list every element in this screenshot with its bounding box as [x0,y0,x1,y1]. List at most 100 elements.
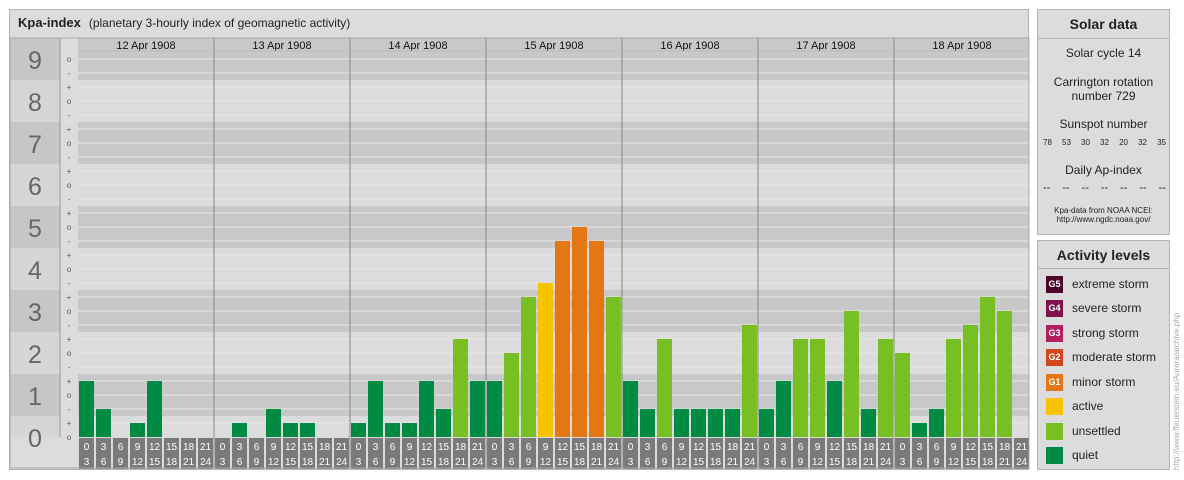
kp-bar [691,408,706,437]
x-tick-start: 9 [135,442,141,453]
x-tick-end: 12 [812,457,824,468]
x-tick-start: 3 [373,442,379,453]
x-tick-end: 6 [917,457,923,468]
x-tick-end: 15 [829,457,841,468]
kp-bar [589,240,604,437]
y-minor-label: o [67,223,72,232]
x-tick-start: 21 [336,442,348,453]
x-tick-end: 3 [900,457,906,468]
x-tick-box [181,438,196,469]
x-tick-start: 12 [829,442,841,453]
legend-item-active: active [1046,397,1103,415]
chart-subtitle: (planetary 3-hourly index of geomagnetic… [88,16,351,30]
ap-value: -- [1139,182,1147,194]
kp-bar [130,423,145,437]
x-tick-box [113,438,128,469]
x-tick-start: 12 [149,442,161,453]
x-tick-start: 12 [421,442,433,453]
x-tick-box [844,438,859,469]
x-tick-box [334,438,349,469]
legend-item-severe-storm: G4 severe storm [1046,299,1141,317]
x-tick-start: 6 [934,442,940,453]
kp-bar [487,381,502,437]
y-tick-label: 6 [28,173,42,201]
x-tick-end: 21 [183,457,195,468]
x-tick-box [130,438,145,469]
x-tick-end: 6 [645,457,651,468]
x-tick-start: 0 [492,442,498,453]
x-tick-end: 24 [880,457,892,468]
x-tick-box [419,438,434,469]
carrington-line1: Carrington rotation [1053,75,1154,89]
kp-bar [402,423,417,437]
x-tick-start: 21 [880,442,892,453]
kp-bar [980,297,995,437]
y-minor-label: o [67,265,72,274]
y-minor-label: - [68,153,71,162]
kp-bar [96,408,111,437]
x-tick-start: 21 [472,442,484,453]
x-tick-start: 9 [679,442,685,453]
x-tick-end: 24 [472,457,484,468]
kp-bar [810,339,825,437]
y-minor-label: o [67,97,72,106]
x-tick-box [810,438,825,469]
x-tick-end: 9 [526,457,532,468]
sunspot-title: Sunspot number [1059,117,1148,131]
ap-value: -- [1158,182,1166,194]
y-minor-label: - [68,111,71,120]
y-axis-band [10,248,60,290]
x-tick-end: 9 [390,457,396,468]
x-tick-end: 3 [356,457,362,468]
x-tick-box [453,438,468,469]
y-minor-label: + [67,335,72,344]
day-label: 12 Apr 1908 [116,40,175,52]
kp-bar [997,311,1012,437]
x-tick-box [742,438,757,469]
solar-title-divider [1038,38,1169,39]
x-tick-end: 3 [764,457,770,468]
x-tick-end: 24 [1016,457,1028,468]
x-tick-box [606,438,621,469]
source-link[interactable]: http://www.ngdc.noaa.gov/ [1056,215,1151,224]
x-tick-end: 18 [166,457,178,468]
x-tick-box [470,438,485,469]
x-tick-end: 24 [608,457,620,468]
kp-bar [79,381,94,437]
legend-label: active [1072,399,1104,413]
kp-bar [674,408,689,437]
x-tick-box [640,438,655,469]
x-tick-box [249,438,264,469]
y-minor-label: - [68,69,71,78]
legend-item-moderate-storm: G2 moderate storm [1046,348,1156,366]
x-tick-start: 15 [166,442,178,453]
x-tick-end: 18 [302,457,314,468]
sunspot-value: 20 [1119,138,1128,147]
x-tick-end: 6 [509,457,515,468]
x-tick-box [725,438,740,469]
kp-bar [300,423,315,437]
legend-swatch [1046,397,1063,415]
x-tick-end: 12 [540,457,552,468]
x-tick-box [79,438,94,469]
x-tick-box [232,438,247,469]
ap-value: -- [1043,182,1051,194]
kp-bar [232,423,247,437]
solar-data-title: Solar data [1069,16,1138,32]
day-label: 15 Apr 1908 [524,40,583,52]
x-tick-start: 6 [254,442,260,453]
x-tick-start: 18 [863,442,875,453]
day-label: 16 Apr 1908 [660,40,719,52]
watermark-link[interactable]: http://www.ffeuerstein.eu/Aurora/archive… [1172,312,1181,470]
x-tick-start: 3 [237,442,243,453]
x-tick-box [691,438,706,469]
y-minor-label: + [67,251,72,260]
ap-value: -- [1100,182,1109,194]
y-tick-label: 9 [28,47,42,75]
x-tick-box [164,438,179,469]
x-tick-start: 15 [302,442,314,453]
x-tick-end: 6 [101,457,107,468]
x-tick-end: 3 [628,457,634,468]
activity-levels-panel: Activity levels G5 extreme storm G4 seve… [1037,240,1170,470]
kp-bar [895,353,910,437]
